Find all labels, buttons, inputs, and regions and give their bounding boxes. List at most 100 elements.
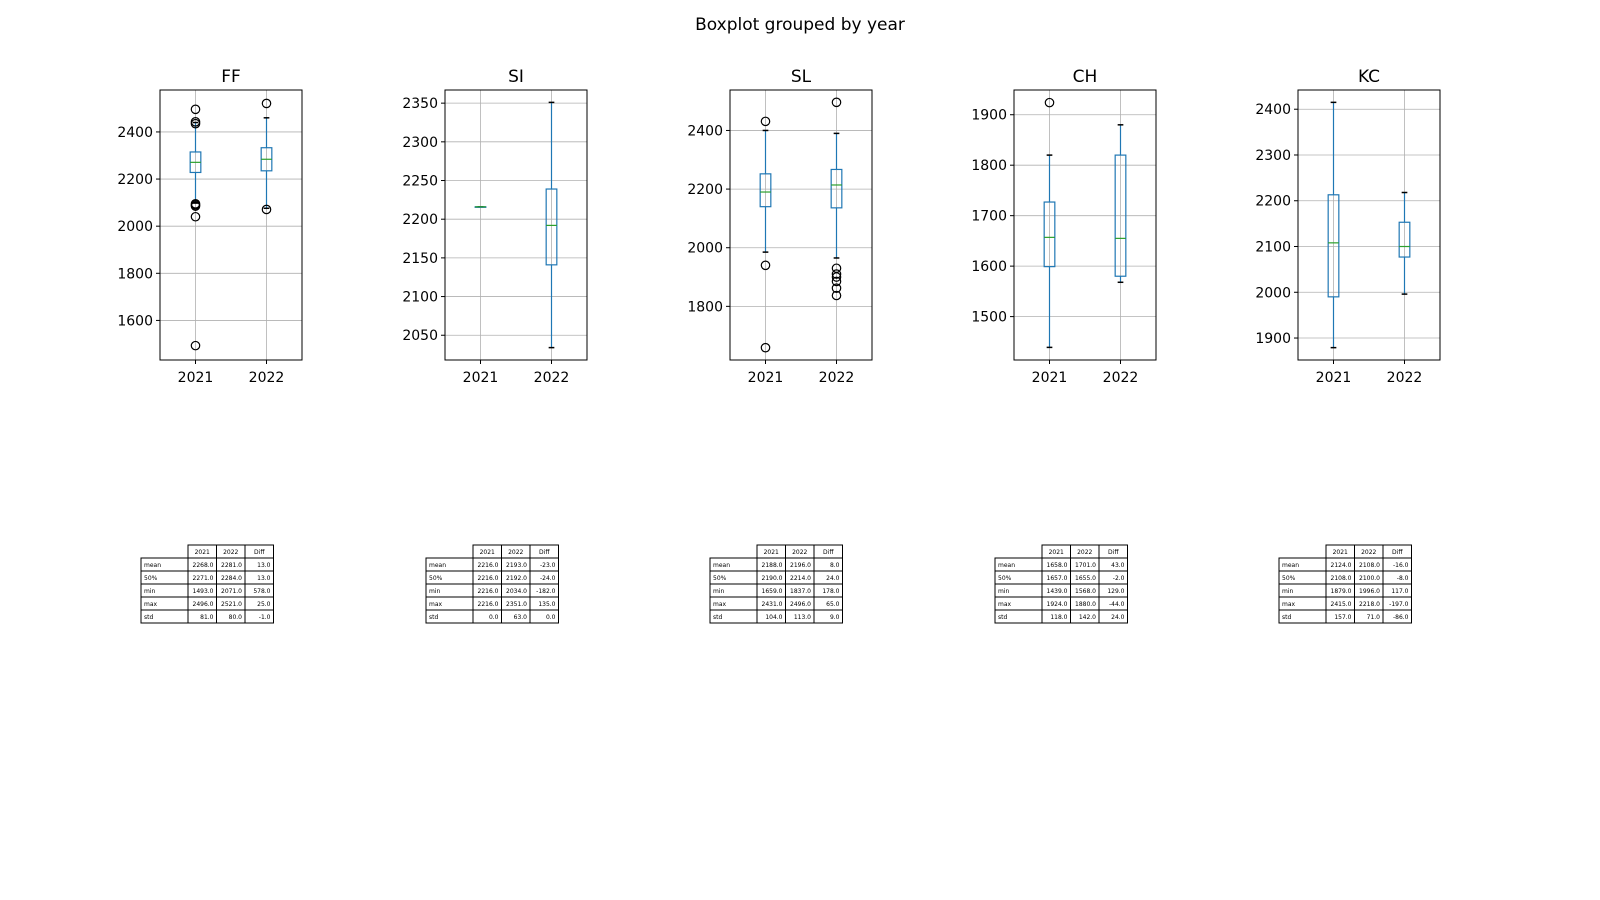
box-kc-2021 (1327, 101, 1340, 349)
table-cell-text: 1879.0 (1331, 588, 1352, 595)
table-row-label: mean (998, 562, 1015, 569)
y-tick-label: 1900 (1255, 331, 1291, 347)
table-cell-text: -2.0 (1113, 575, 1125, 582)
table-row-label: max (144, 601, 158, 608)
table-cell-text: 2034.0 (506, 588, 527, 595)
table-header-text: Diff (539, 549, 550, 556)
x-tick-label: 2022 (819, 370, 855, 386)
table-cell-text: 1493.0 (193, 588, 214, 595)
table-cell-text: 43.0 (1111, 562, 1125, 569)
y-tick-label: 1800 (687, 299, 723, 315)
y-tick-label: 2150 (402, 251, 438, 267)
table-cell-text: 65.0 (826, 601, 840, 608)
table-cell-text: 2431.0 (762, 601, 783, 608)
x-tick-label: 2021 (463, 370, 499, 386)
table-cell-text: 157.0 (1334, 614, 1351, 621)
table-cell-text: 0.0 (489, 614, 499, 621)
axes-frame (444, 89, 588, 361)
table-cell-text: 2071.0 (221, 588, 242, 595)
y-tick-label: 2200 (1255, 194, 1291, 210)
table-cell-text: -8.0 (1397, 575, 1409, 582)
panel-title: FF (221, 67, 241, 87)
table-cell-text: 2190.0 (762, 575, 783, 582)
table-cell-text: 1658.0 (1047, 562, 1068, 569)
panel-title: SL (791, 67, 812, 87)
panel-si: 2050 2100 2150 2200 2250 2300 2350 2021 2022 SI 20… (402, 67, 588, 624)
box-ff-2022 (260, 98, 273, 215)
table-cell-text: 2351.0 (506, 601, 527, 608)
box-ch-2021 (1043, 97, 1056, 349)
table-cell-text: 1659.0 (762, 588, 783, 595)
table-header-text: 2022 (223, 549, 238, 556)
box-sl-2021 (759, 116, 772, 353)
table-row-label: min (429, 588, 441, 595)
x-tick-label: 2021 (178, 370, 214, 386)
table-cell (813, 609, 843, 624)
table-row-label: 50% (429, 575, 443, 582)
table-cell-text: 1880.0 (1075, 601, 1096, 608)
table-header-text: 2022 (792, 549, 807, 556)
table-cell-text: 1701.0 (1075, 562, 1096, 569)
y-tick-label: 1800 (971, 158, 1007, 174)
table-cell-text: 1657.0 (1047, 575, 1068, 582)
table-cell-text: 578.0 (253, 588, 270, 595)
x-tick-label: 2022 (1387, 370, 1423, 386)
table-row-label: min (1282, 588, 1294, 595)
table-cell-text: 0.0 (546, 614, 556, 621)
table-cell-text: 2193.0 (506, 562, 527, 569)
box-si-2022 (545, 101, 558, 349)
y-tick-label: 1800 (117, 266, 153, 282)
iqr-box (759, 173, 772, 208)
table-cell-text: 2281.0 (221, 562, 242, 569)
table-cell-text: 2216.0 (478, 562, 499, 569)
table-cell (244, 609, 274, 624)
x-tick-label: 2022 (1103, 370, 1139, 386)
outlier-point (261, 98, 272, 109)
table-cell-text: 8.0 (830, 562, 840, 569)
table-row-label: std (998, 614, 1007, 621)
table-row-label: 50% (144, 575, 158, 582)
x-tick-label: 2021 (1316, 370, 1352, 386)
table-header-text: Diff (823, 549, 834, 556)
y-tick-label: 2400 (117, 125, 153, 141)
table-cell-text: 2196.0 (790, 562, 811, 569)
outlier-point (760, 116, 771, 127)
x-tick-label: 2021 (1032, 370, 1068, 386)
table-cell-text: 2271.0 (193, 575, 214, 582)
table-header-text: Diff (254, 549, 265, 556)
iqr-box (1043, 201, 1056, 268)
table-cell-text: 2521.0 (221, 601, 242, 608)
table-cell-text: 2218.0 (1359, 601, 1380, 608)
table-cell-text: 80.0 (229, 614, 243, 621)
outlier-point (190, 198, 201, 209)
table-cell-text: 1837.0 (790, 588, 811, 595)
table-row-label: mean (1282, 562, 1299, 569)
table-cell-text: 2108.0 (1359, 562, 1380, 569)
outlier-point (831, 269, 842, 279)
table-row-label: max (998, 601, 1012, 608)
y-tick-label: 1600 (971, 259, 1007, 275)
table-header-text: 2021 (1333, 549, 1348, 556)
box-sl-2022 (830, 97, 843, 301)
y-tick-label: 2350 (402, 96, 438, 112)
outlier-point (831, 276, 842, 287)
table-cell-text: -16.0 (1393, 562, 1409, 569)
x-tick-label: 2021 (748, 370, 784, 386)
figure-title: Boxplot grouped by year (695, 15, 905, 35)
outlier-point (760, 342, 771, 353)
table-cell (529, 609, 559, 624)
outlier-point (1044, 97, 1055, 108)
y-tick-label: 2300 (1255, 148, 1291, 164)
y-tick-label: 2100 (1255, 240, 1291, 256)
table-cell-text: -1.0 (259, 614, 271, 621)
iqr-box (830, 168, 843, 209)
box-ff-2021 (189, 104, 202, 351)
table-cell-text: -182.0 (536, 588, 556, 595)
table-cell-text: 2188.0 (762, 562, 783, 569)
x-tick-label: 2022 (249, 370, 285, 386)
y-tick-label: 2000 (687, 241, 723, 257)
table-cell-text: 24.0 (826, 575, 840, 582)
y-tick-label: 1900 (971, 108, 1007, 124)
table-cell-text: 2415.0 (1331, 601, 1352, 608)
